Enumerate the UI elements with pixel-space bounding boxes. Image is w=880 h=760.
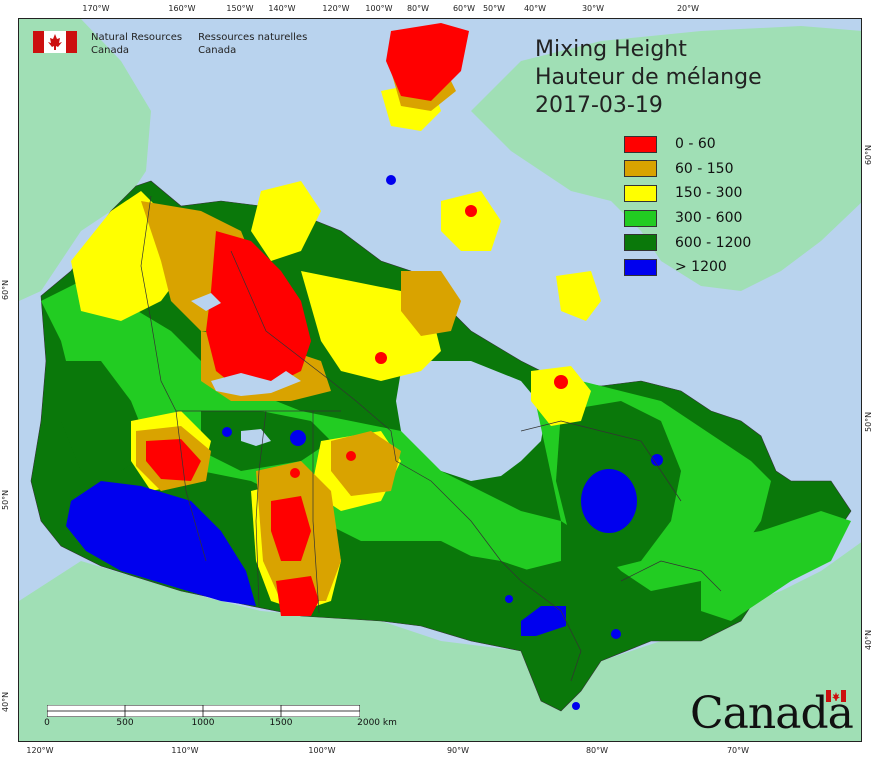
legend-item: 0 - 60 xyxy=(624,132,751,157)
legend-swatch xyxy=(624,160,657,178)
legend-item: > 1200 xyxy=(624,255,751,280)
scale-label: 0 xyxy=(44,718,50,728)
scale-bar xyxy=(47,705,360,717)
greenland xyxy=(471,26,861,291)
legend-label: 150 - 300 xyxy=(675,185,743,202)
scale-label: 1000 xyxy=(191,718,215,728)
lon-label: 40°W xyxy=(523,4,547,13)
lat-label: 50°N xyxy=(864,411,873,432)
provincial-borders xyxy=(140,195,722,682)
legend-swatch xyxy=(624,184,657,202)
legend-label: > 1200 xyxy=(675,259,727,276)
map-title: Mixing Height Hauteur de mélange 2017-03… xyxy=(535,36,762,120)
lon-label: 100°W xyxy=(308,746,336,755)
agency-fr-line1: Ressources naturelles xyxy=(198,32,308,43)
legend-swatch xyxy=(624,209,657,227)
agency-name-en: Natural Resources Canada xyxy=(91,31,182,57)
legend-swatch xyxy=(624,258,657,276)
lat-label: 50°N xyxy=(1,489,10,510)
lon-label: 160°W xyxy=(168,4,196,13)
legend-label: 600 - 1200 xyxy=(675,234,752,251)
agency-signature: Natural Resources Canada Ressources natu… xyxy=(33,31,307,57)
lat-label: 60°N xyxy=(864,144,873,165)
legend: 0 - 60 60 - 150 150 - 300 300 - 600 600 … xyxy=(624,132,751,280)
legend-item: 600 - 1200 xyxy=(624,230,751,255)
usa xyxy=(19,542,861,741)
legend-label: 300 - 600 xyxy=(675,210,743,227)
lat-label: 40°N xyxy=(864,629,873,650)
lon-label: 80°W xyxy=(406,4,430,13)
scale-label: 2000 km xyxy=(357,718,397,728)
lon-label: 170°W xyxy=(82,4,110,13)
lon-label: 150°W xyxy=(226,4,254,13)
mixing-height-map xyxy=(19,19,861,741)
legend-label: 60 - 150 xyxy=(675,160,734,177)
agency-en-line2: Canada xyxy=(91,45,130,56)
legend-swatch xyxy=(624,135,657,153)
wordmark-flag-icon xyxy=(826,690,846,702)
lon-label: 100°W xyxy=(365,4,393,13)
lon-label: 90°W xyxy=(446,746,470,755)
legend-item: 300 - 600 xyxy=(624,206,751,231)
legend-item: 150 - 300 xyxy=(624,181,751,206)
agency-name-fr: Ressources naturelles Canada xyxy=(198,31,307,57)
lat-label: 40°N xyxy=(1,691,10,712)
lon-label: 140°W xyxy=(268,4,296,13)
lon-label: 70°W xyxy=(726,746,750,755)
map-frame xyxy=(18,18,862,742)
lon-label: 120°W xyxy=(322,4,350,13)
lon-label: 30°W xyxy=(581,4,605,13)
lon-label: 80°W xyxy=(585,746,609,755)
agency-fr-line2: Canada xyxy=(198,45,237,56)
agency-en-line1: Natural Resources xyxy=(91,32,183,43)
alaska xyxy=(19,19,151,301)
scale-label: 500 xyxy=(116,718,134,728)
lon-label: 50°W xyxy=(482,4,506,13)
scale-label: 1500 xyxy=(269,718,293,728)
lon-label: 60°W xyxy=(452,4,476,13)
title-date: 2017-03-19 xyxy=(535,93,663,118)
lon-label: 120°W xyxy=(26,746,54,755)
lat-label: 60°N xyxy=(1,279,10,300)
lon-label: 110°W xyxy=(171,746,199,755)
lon-label: 20°W xyxy=(676,4,700,13)
legend-label: 0 - 60 xyxy=(675,136,716,153)
hudson-bay xyxy=(396,361,546,481)
legend-item: 60 - 150 xyxy=(624,157,751,182)
legend-swatch xyxy=(624,234,657,252)
canada-flag-icon xyxy=(33,31,77,53)
title-english: Mixing Height xyxy=(535,37,687,62)
title-french: Hauteur de mélange xyxy=(535,65,762,90)
